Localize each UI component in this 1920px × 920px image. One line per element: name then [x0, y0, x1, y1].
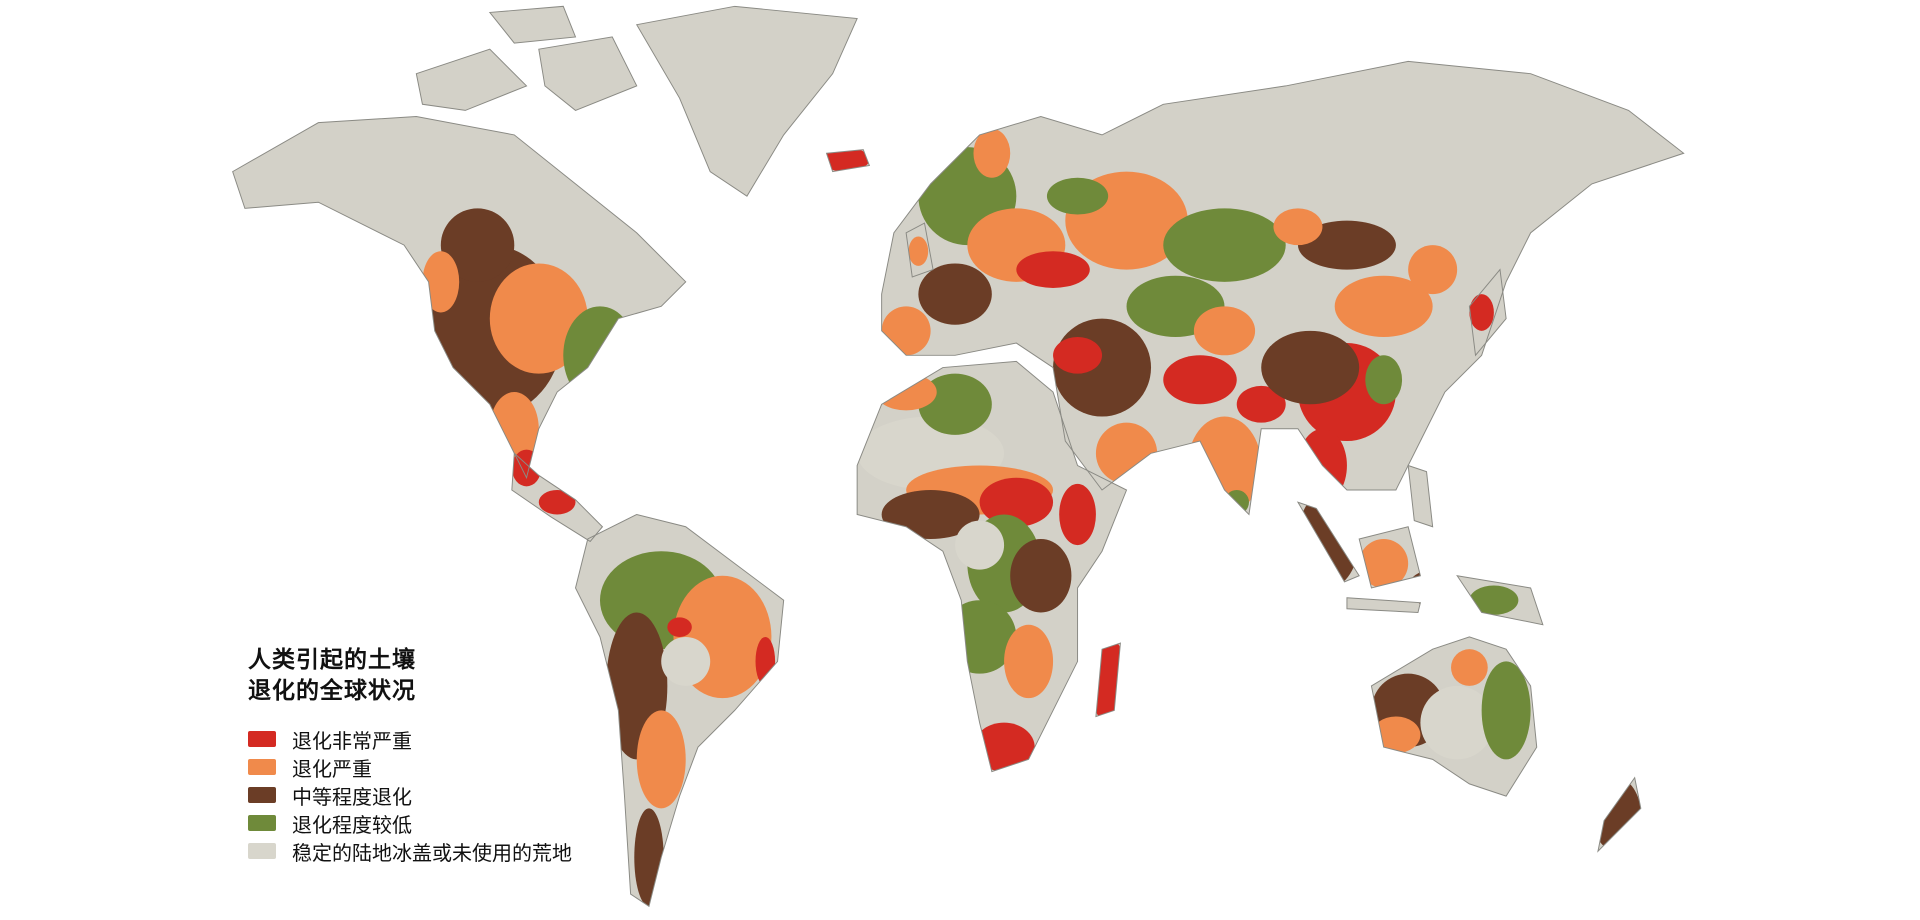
- legend-item-very-severe: 退化非常严重: [248, 725, 572, 753]
- legend-label: 退化程度较低: [292, 812, 412, 837]
- region-very-severe: [1053, 336, 1103, 374]
- region-moderate: [1010, 538, 1072, 613]
- coastline-sumatra: [1296, 501, 1360, 583]
- region-stable: [955, 520, 1005, 570]
- legend-title-line1: 人类引起的土壤: [248, 647, 416, 673]
- region-severe: [1451, 649, 1488, 686]
- region-severe: [973, 128, 1011, 178]
- region-moderate: [1297, 490, 1360, 588]
- region-severe: [1334, 275, 1433, 337]
- region-very-severe: [538, 490, 576, 515]
- coastline-iceland: [825, 149, 871, 173]
- region-severe: [1095, 422, 1158, 484]
- region-moderate: [634, 808, 664, 907]
- region-severe: [1273, 208, 1323, 246]
- region-severe: [875, 373, 937, 411]
- coastline-madagascar: [1095, 642, 1121, 718]
- region-low: [1481, 661, 1531, 760]
- coastline-australia: [1370, 636, 1538, 797]
- coastline-borneo: [1358, 526, 1422, 589]
- legend: 人类引起的土壤 退化的全球状况 退化非常严重 退化严重 中等程度退化 退化程度较…: [248, 645, 572, 865]
- region-very-severe: [979, 477, 1054, 527]
- coastline-south-america: [574, 513, 785, 908]
- legend-label: 中等程度退化: [292, 784, 412, 809]
- region-low: [1469, 585, 1519, 615]
- legend-item-moderate: 中等程度退化: [248, 781, 572, 809]
- region-severe: [881, 306, 931, 356]
- landmass-philippines: [1408, 465, 1433, 527]
- legend-label: 退化严重: [292, 756, 372, 781]
- legend-item-severe: 退化严重: [248, 753, 572, 781]
- coastline-new-zealand: [1597, 776, 1642, 853]
- legend-swatch: [248, 815, 276, 831]
- region-very-severe: [667, 617, 692, 637]
- region-moderate: [918, 263, 992, 325]
- region-low: [1046, 177, 1109, 215]
- legend-label: 退化非常严重: [292, 728, 412, 753]
- landmass-arctic-islands-1: [416, 49, 527, 111]
- region-severe: [908, 236, 929, 266]
- region-low: [918, 373, 992, 435]
- region-low: [1163, 208, 1286, 282]
- region-very-severe: [1236, 385, 1286, 423]
- coastline-arctic-islands-3: [488, 5, 577, 44]
- region-severe: [1408, 245, 1458, 295]
- legend-item-low: 退化程度较低: [248, 809, 572, 837]
- region-very-severe: [755, 636, 776, 686]
- region-severe: [489, 263, 588, 374]
- region-very-severe: [1016, 251, 1090, 288]
- region-very-severe: [820, 147, 870, 172]
- coastline-africa: [856, 360, 1128, 773]
- legend-swatch: [248, 787, 276, 803]
- legend-label: 稳定的陆地冰盖或未使用的荒地: [292, 840, 572, 865]
- region-moderate: [1591, 777, 1641, 852]
- region-very-severe: [1089, 636, 1127, 723]
- region-severe: [1193, 306, 1256, 356]
- region-severe: [1359, 538, 1409, 588]
- region-moderate: [1297, 220, 1396, 270]
- region-severe: [1004, 624, 1054, 699]
- coastlines: [232, 5, 1685, 908]
- legend-swatch: [248, 731, 276, 747]
- region-low: [1365, 355, 1403, 405]
- region-very-severe: [1163, 355, 1237, 405]
- legend-item-stable: 稳定的陆地冰盖或未使用的荒地: [248, 837, 572, 865]
- region-very-severe: [1469, 294, 1494, 331]
- landmass-arctic-islands-3: [489, 6, 576, 44]
- region-severe: [1187, 416, 1262, 515]
- coastline-greenland: [635, 5, 858, 197]
- coastline-central-america: [511, 452, 604, 543]
- region-moderate: [440, 208, 515, 282]
- region-very-severe: [973, 722, 1035, 772]
- coastline-japan: [1468, 268, 1507, 357]
- coastline-java: [1346, 597, 1422, 613]
- legend-swatch: [248, 759, 276, 775]
- region-severe: [636, 710, 686, 809]
- legend-title-line2: 退化的全球状况: [248, 678, 416, 704]
- legend-swatch: [248, 843, 276, 859]
- region-moderate: [1261, 330, 1360, 405]
- coastline-north-america: [232, 116, 687, 480]
- landmass-arctic-islands-2: [538, 36, 637, 111]
- region-stable: [1420, 685, 1494, 760]
- region-low: [563, 306, 637, 405]
- coastline-britain: [905, 222, 934, 278]
- region-very-severe: [1059, 483, 1096, 546]
- region-severe: [1371, 716, 1421, 754]
- coastline-philippines: [1407, 464, 1434, 528]
- coastline-arctic-islands-1: [415, 48, 528, 111]
- region-moderate: [1408, 569, 1458, 607]
- region-severe: [422, 251, 460, 313]
- coastline-arctic-islands-2: [538, 36, 638, 111]
- landmass-greenland: [636, 6, 858, 197]
- region-stable: [661, 636, 711, 686]
- coastline-new-guinea: [1456, 575, 1544, 626]
- legend-title: 人类引起的土壤 退化的全球状况: [248, 645, 572, 707]
